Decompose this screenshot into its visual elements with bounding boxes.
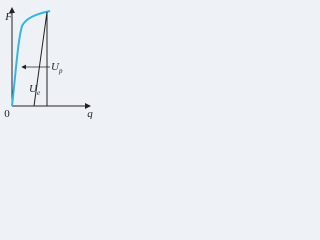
background (0, 0, 100, 119)
elastic-symbol: U (29, 83, 38, 95)
elastic-subscript: e (37, 89, 40, 97)
plastic-label: Up (51, 61, 63, 75)
x-axis-label: q (87, 108, 93, 119)
loading-curve (11, 10, 51, 107)
plastic-subscript: p (58, 67, 63, 75)
page: {"axes": {"y_label": "F", "x_label": "q"… (0, 0, 100, 119)
origin-label: 0 (4, 108, 10, 119)
plastic-symbol: U (51, 61, 60, 73)
y-axis-label: F (4, 11, 12, 23)
diagram: F q 0 Up Ue (0, 0, 100, 119)
elastic-label: Ue (29, 83, 40, 97)
unloading-line (33, 11, 48, 107)
